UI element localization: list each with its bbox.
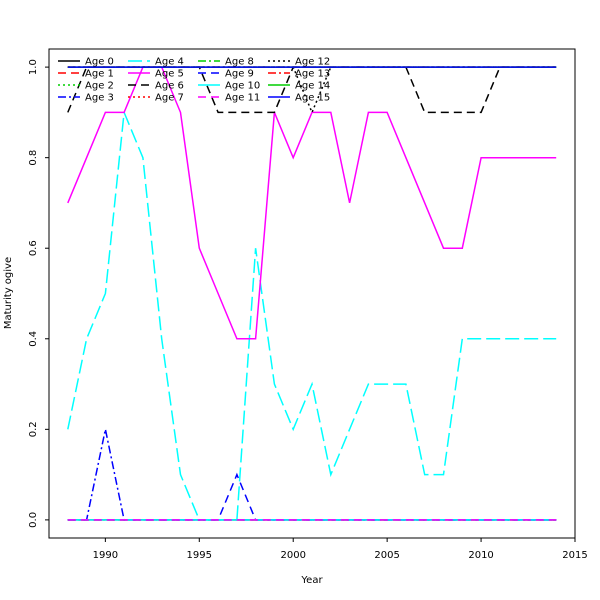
- legend-label-age-13: Age 13: [295, 69, 330, 80]
- legend-label-age-8: Age 8: [225, 57, 254, 68]
- y-tick-label: 0.6: [28, 240, 39, 256]
- y-tick-label: 0.2: [28, 421, 39, 437]
- legend-label-age-10: Age 10: [225, 81, 260, 92]
- y-tick-label: 0.8: [28, 150, 39, 166]
- x-tick-label: 2015: [562, 550, 587, 561]
- x-axis-label: Year: [300, 575, 323, 586]
- x-tick-label: 2010: [468, 550, 493, 561]
- plot-frame: [48, 48, 576, 539]
- series-line-age-4: [67, 112, 557, 521]
- legend-label-age-9: Age 9: [225, 69, 254, 80]
- y-axis-label: Maturity ogive: [3, 257, 14, 329]
- legend-label-age-11: Age 11: [225, 93, 260, 104]
- series-layer: [67, 66, 557, 521]
- legend-label-age-5: Age 5: [155, 69, 184, 80]
- y-tick-label: 1.0: [28, 59, 39, 75]
- x-tick-label: 2000: [280, 550, 305, 561]
- legend-label-age-12: Age 12: [295, 57, 330, 68]
- y-tick-label: 0.0: [28, 512, 39, 528]
- y-tick-label: 0.4: [28, 331, 39, 347]
- legend-label-age-15: Age 15: [295, 93, 330, 104]
- y-axis: 0.0 0.2 0.4 0.6 0.8 1.0: [28, 59, 49, 528]
- legend-label-age-14: Age 14: [295, 81, 330, 92]
- x-axis: 1990 1995 2000 2005 2010 2015: [93, 538, 588, 561]
- legend-label-age-1: Age 1: [85, 69, 114, 80]
- x-tick-label: 1990: [93, 550, 118, 561]
- legend-label-age-0: Age 0: [85, 57, 114, 68]
- x-tick-label: 2005: [374, 550, 399, 561]
- legend-label-age-2: Age 2: [85, 81, 114, 92]
- x-tick-label: 1995: [187, 550, 212, 561]
- legend-label-age-7: Age 7: [155, 93, 184, 104]
- legend-label-age-3: Age 3: [85, 93, 114, 104]
- legend-label-age-4: Age 4: [155, 57, 184, 68]
- legend-label-age-6: Age 6: [155, 81, 184, 92]
